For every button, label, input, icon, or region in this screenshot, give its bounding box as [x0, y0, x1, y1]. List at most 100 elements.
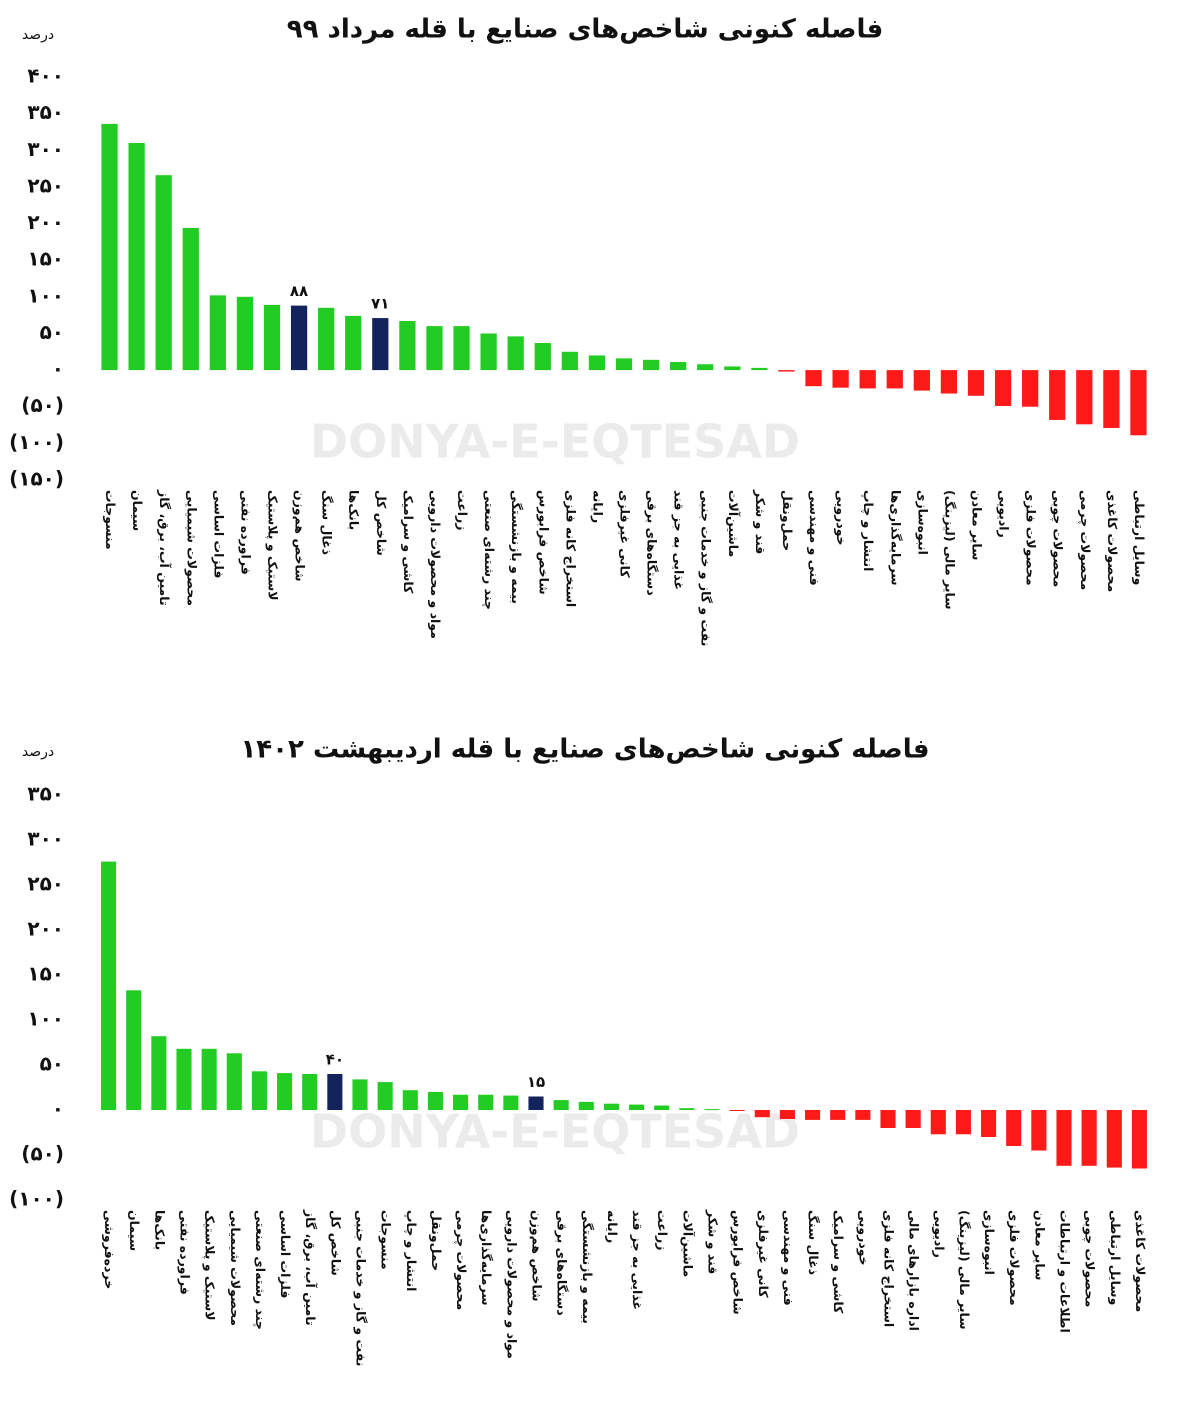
x-tick-label: فراورده نفتی — [178, 1210, 193, 1295]
bar — [779, 1110, 795, 1119]
x-tick-label: لاستیک و پلاستیک — [266, 490, 281, 601]
bar — [615, 358, 633, 371]
y-tick-label: (۵۰) — [21, 1142, 64, 1166]
x-tick-label: محصولات شیمیایی — [228, 1210, 243, 1326]
x-tick-label: بیمه و بازنشستگی — [509, 490, 524, 604]
y-tick-label: ۰ — [52, 1097, 64, 1121]
bar — [1049, 370, 1066, 420]
bar — [327, 1074, 343, 1110]
x-tick-label: قند و شکر — [706, 1209, 721, 1274]
x-tick-label: منسوجات — [379, 1210, 394, 1270]
y-tick-label: ۲۵۰ — [27, 872, 64, 896]
x-tick-label: سیمان — [130, 490, 145, 531]
bar — [1106, 1110, 1122, 1168]
x-tick-label: بیمه و بازنشستگی — [580, 1210, 595, 1324]
x-tick-label: مواد و محصولات دارویی — [428, 490, 443, 639]
bar — [453, 1094, 469, 1110]
x-tick-label: خودرویی — [856, 1210, 871, 1266]
y-axis-unit: درصد — [22, 744, 54, 760]
bar — [377, 1082, 393, 1110]
x-tick-label: سایر معادن — [1032, 1210, 1047, 1280]
bar — [704, 1109, 720, 1111]
x-tick-label: دستگاه‌های برقی — [555, 1210, 570, 1316]
x-tick-label: بانک‌ها — [152, 1210, 167, 1250]
y-tick-label: ۱۵۰ — [27, 247, 64, 271]
y-tick-label: ۳۰۰ — [27, 827, 64, 851]
x-tick-label: نفت و گاز و خدمات جنبی — [699, 490, 714, 646]
x-tick-label: سرمایه‌گذاری‌ها — [888, 490, 903, 586]
bar — [578, 1101, 594, 1110]
x-tick-label: تامین آب، برق، گاز — [157, 489, 172, 606]
bar — [859, 370, 876, 389]
y-tick-label: ۵۰ — [40, 320, 64, 344]
bar — [226, 1053, 242, 1110]
watermark: DONYA-E-EQTESAD — [310, 1105, 800, 1159]
bar — [654, 1105, 670, 1110]
x-tick-label: فنی و مهندسی — [781, 1210, 796, 1306]
x-tick-label: خودرویی — [834, 490, 849, 546]
bar — [1022, 370, 1039, 407]
x-tick-label: شاخص کل — [374, 490, 389, 556]
x-tick-label: ذغال سنگ — [320, 490, 335, 555]
bar — [778, 370, 795, 372]
bar — [994, 370, 1012, 406]
x-tick-label: استخراج کانه فلزی — [882, 1210, 897, 1327]
x-tick-label: بانک‌ها — [347, 490, 362, 530]
bar — [967, 370, 985, 396]
x-tick-label: انتشار و چاپ — [861, 490, 876, 571]
bar — [426, 326, 443, 371]
data-label: ۱۵ — [527, 1073, 545, 1091]
bar — [126, 990, 142, 1110]
chart-title: فاصله کنونی شاخص‌های صنایع با قله اردیبه… — [240, 735, 929, 765]
x-tick-label: کانی غیرفلزی — [618, 490, 633, 578]
x-tick-label: محصولات کاغذی — [1133, 1210, 1148, 1312]
y-tick-label: ۱۰۰ — [27, 1007, 64, 1031]
x-tick-label: انبوه‌سازی — [982, 1210, 997, 1275]
bar — [679, 1108, 695, 1110]
bar — [805, 1110, 821, 1120]
x-tick-label: حمل‌ونقل — [780, 490, 795, 551]
bar — [1130, 370, 1147, 436]
x-tick-label: دستگاه‌های برقی — [645, 490, 660, 596]
x-tick-label: ماشین‌آلات — [726, 490, 741, 557]
bar — [427, 1092, 443, 1110]
x-tick-label: محصولات فلزی — [1007, 1210, 1022, 1306]
bar — [236, 296, 254, 371]
bar — [832, 370, 849, 388]
bar — [729, 1110, 745, 1111]
y-tick-label: ۴۰۰ — [27, 64, 64, 88]
x-tick-label: سایر معادن — [970, 490, 985, 560]
bar — [1081, 1110, 1097, 1166]
bar — [805, 370, 822, 387]
y-tick-label: ۳۵۰ — [27, 100, 64, 124]
x-tick-label: غذایی به جز قند — [672, 490, 687, 590]
x-tick-label: زراعت — [655, 1210, 670, 1250]
bar — [507, 336, 524, 371]
x-tick-label: رادیویی — [932, 1210, 947, 1258]
bar — [480, 333, 497, 371]
x-tick-label: غذایی به جز قند — [630, 1210, 645, 1310]
y-tick-label: ۲۰۰ — [27, 210, 64, 234]
bar — [1103, 370, 1120, 428]
x-tick-label: محصولات شیمیایی — [184, 490, 199, 606]
bar — [930, 1110, 946, 1135]
x-tick-label: رایانه — [590, 490, 605, 523]
bar — [642, 359, 660, 371]
bar — [528, 1096, 544, 1110]
x-tick-label: زراعت — [455, 490, 470, 530]
bar — [277, 1073, 293, 1110]
bar — [151, 1036, 167, 1110]
y-axis-unit: درصد — [22, 27, 54, 43]
bar — [182, 227, 199, 371]
bar — [352, 1079, 368, 1110]
bar — [176, 1048, 192, 1110]
x-tick-label: محصولات چوبی — [1083, 1210, 1098, 1307]
x-tick-label: شاخص فرابورس — [536, 490, 551, 595]
x-tick-label: مواد و محصولات دارویی — [504, 1210, 519, 1359]
x-tick-label: محصولات کاغذی — [1105, 490, 1120, 592]
y-tick-label: (۱۰۰) — [9, 430, 64, 454]
x-tick-label: چند رشته‌ای صنعتی — [482, 490, 497, 610]
bar — [955, 1110, 971, 1135]
bar — [372, 318, 389, 371]
y-tick-label: ۱۰۰ — [27, 283, 64, 307]
